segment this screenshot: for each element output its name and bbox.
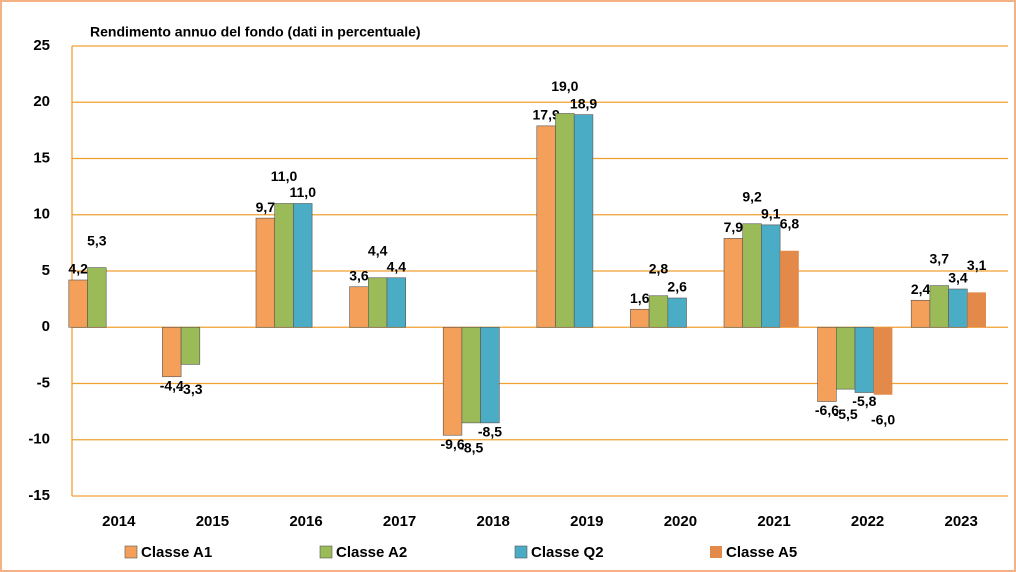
data-label: 2,6 [667, 279, 687, 295]
data-label: 7,9 [724, 219, 744, 235]
bar [442, 326, 463, 436]
data-label: -4,4 [160, 377, 184, 393]
data-label: -8,5 [478, 424, 502, 440]
legend-swatch [319, 545, 333, 559]
bar [835, 326, 856, 390]
bar [723, 238, 744, 328]
data-label: 3,6 [349, 267, 369, 283]
bar [967, 292, 986, 328]
x-tick-label: 2021 [757, 513, 790, 530]
data-label: -6,0 [871, 411, 895, 427]
legend-label: Classe A5 [726, 544, 797, 561]
data-label: 1,6 [630, 290, 650, 306]
x-tick-label: 2022 [851, 513, 884, 530]
x-tick-label: 2019 [570, 513, 603, 530]
bar [367, 277, 388, 328]
bar [180, 326, 201, 365]
bar [817, 326, 837, 402]
data-label: 2,8 [649, 260, 669, 276]
y-tick-label: -10 [28, 431, 50, 448]
bar [948, 288, 968, 328]
bar [761, 224, 781, 328]
legend-label: Classe A1 [141, 544, 212, 561]
bar [87, 267, 107, 328]
bar [555, 113, 575, 328]
bar [742, 223, 762, 328]
data-label: -9,6 [440, 436, 464, 452]
data-label: -5,5 [834, 406, 858, 422]
x-tick-label: 2014 [102, 513, 136, 530]
data-label: 17,9 [533, 107, 560, 123]
bar [274, 203, 294, 328]
data-label: 19,0 [551, 78, 578, 94]
data-label: 9,1 [761, 206, 781, 222]
data-label: 5,3 [87, 232, 107, 248]
x-tick-label: 2018 [477, 513, 510, 530]
x-tick-label: 2020 [664, 513, 697, 530]
x-tick-label: 2016 [289, 513, 322, 530]
y-tick-label: -15 [28, 487, 50, 504]
bar [630, 308, 650, 328]
legend-swatch [710, 546, 722, 558]
x-tick-label: 2015 [196, 513, 229, 530]
bar [854, 326, 875, 393]
legend-swatch [514, 545, 528, 559]
bar [68, 279, 88, 328]
x-tick-label: 2023 [945, 513, 978, 530]
data-label: -8,5 [459, 440, 483, 456]
chart-title: Rendimento annuo del fondo (dati in perc… [90, 24, 421, 40]
bar [349, 286, 369, 328]
bar [293, 203, 313, 328]
data-label: 2,4 [911, 281, 931, 297]
data-label: 3,7 [930, 250, 950, 266]
data-label: 6,8 [780, 215, 800, 231]
bar [873, 327, 893, 395]
data-label: 4,4 [387, 258, 407, 274]
data-label: 3,4 [948, 270, 968, 286]
y-tick-label: 10 [33, 206, 50, 223]
data-label: -5,8 [852, 393, 876, 409]
data-label: 4,4 [368, 242, 388, 258]
y-tick-label: 20 [33, 93, 50, 110]
bar [386, 277, 407, 328]
bar [536, 125, 556, 328]
bar [461, 326, 481, 424]
bar [910, 299, 931, 328]
bar [573, 114, 594, 328]
data-label: -6,6 [815, 402, 839, 418]
bar [929, 285, 949, 328]
data-label: 3,1 [967, 257, 987, 273]
y-tick-label: 25 [33, 37, 50, 54]
bar [648, 295, 669, 328]
data-label: 9,7 [256, 199, 276, 215]
legend-swatch [124, 545, 138, 559]
y-tick-label: 0 [42, 318, 50, 335]
data-label: 4,2 [68, 261, 88, 277]
data-label: 9,2 [742, 188, 762, 204]
y-tick-label: 15 [33, 149, 50, 166]
bar [162, 326, 182, 378]
data-label: 11,0 [290, 184, 317, 200]
y-tick-label: 5 [42, 262, 50, 279]
data-label: 18,9 [570, 95, 597, 111]
bar [480, 326, 500, 424]
bar [667, 297, 687, 328]
legend-label: Classe A2 [336, 544, 407, 561]
data-label: 11,0 [271, 168, 298, 184]
bar [255, 217, 276, 328]
x-tick-label: 2017 [383, 513, 416, 530]
bar [780, 250, 799, 328]
y-tick-label: -5 [37, 374, 50, 391]
legend-label: Classe Q2 [531, 544, 604, 561]
data-label: -3,3 [178, 381, 202, 397]
